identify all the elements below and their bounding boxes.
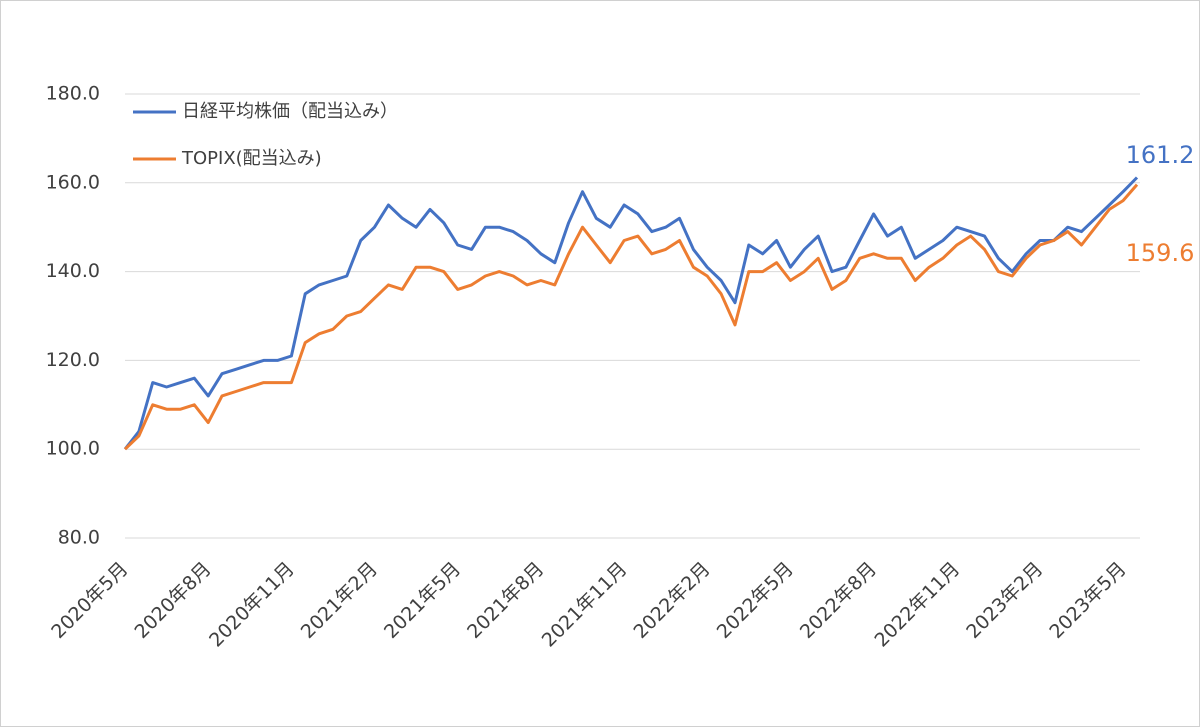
- y-tick-label: 80.0: [58, 527, 100, 549]
- legend-label: 日経平均株価（配当込み）: [182, 101, 398, 122]
- y-tick-label: 180.0: [46, 83, 100, 105]
- legend-label: TOPIX(配当込み): [181, 148, 322, 169]
- y-tick-label: 160.0: [46, 171, 100, 193]
- y-tick-label: 120.0: [46, 349, 100, 371]
- y-tick-label: 140.0: [46, 260, 100, 282]
- end-value-label: 161.2: [1126, 141, 1195, 169]
- y-tick-label: 100.0: [46, 438, 100, 460]
- series-line: [123, 183, 1139, 451]
- end-value-label: 159.6: [1126, 239, 1195, 267]
- series-line: [123, 176, 1139, 451]
